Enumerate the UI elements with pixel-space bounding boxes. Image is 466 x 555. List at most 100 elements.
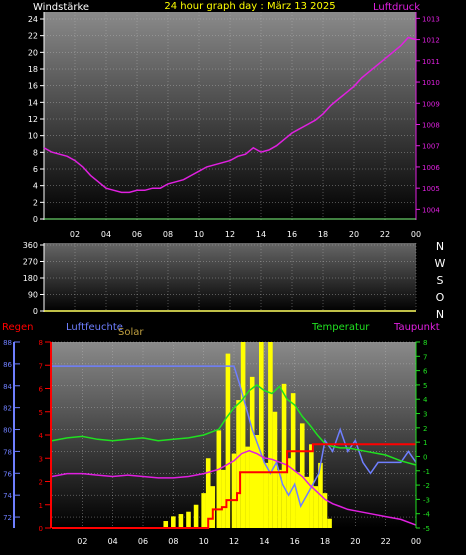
temperature-y-tick-label: 4	[423, 396, 428, 404]
solar-label: Solar	[118, 327, 144, 338]
direction-y-tick-label: 0	[33, 307, 38, 316]
humidity-y-tick-label: 82	[3, 405, 12, 413]
x-tick-label: 08	[168, 537, 178, 546]
x-tick-label: 14	[256, 230, 266, 239]
x-tick-label: 16	[290, 537, 300, 546]
solar-bar	[268, 342, 273, 528]
x-tick-label: 02	[77, 537, 87, 546]
wind-y-tick-label: 22	[28, 32, 38, 41]
multi-series-panel: 727476788082848688012345678-5-4-3-2-1012…	[3, 339, 430, 546]
direction-panel-background	[44, 243, 416, 312]
wind-panel-background	[44, 12, 416, 220]
temperature-y-tick-label: -2	[423, 482, 430, 490]
wind-y-tick-label: 10	[28, 132, 38, 141]
wind-y-tick-label: 12	[28, 115, 38, 124]
solar-bar	[178, 514, 184, 528]
dewpoint-label: Taupunkt	[393, 322, 440, 333]
x-tick-label: 04	[108, 537, 118, 546]
pressure-y-tick-label: 1007	[422, 143, 440, 151]
pressure-header-label: Luftdruck	[373, 2, 420, 13]
x-tick-label: 08	[163, 230, 173, 239]
solar-bar	[240, 342, 246, 528]
solar-bar	[163, 521, 169, 528]
humidity-y-tick-label: 72	[3, 514, 12, 522]
solar-bar	[186, 511, 191, 528]
humidity-label: Luftfeuchte	[66, 322, 123, 333]
x-tick-label: 06	[138, 537, 148, 546]
temperature-series-line	[51, 383, 417, 466]
direction-y-tick-label: 360	[23, 241, 38, 250]
solar-bar	[322, 493, 328, 528]
wind-y-tick-label: 20	[28, 48, 38, 57]
x-tick-label: 22	[381, 537, 391, 546]
humidity-y-tick-label: 76	[3, 470, 12, 478]
wind-y-tick-label: 8	[33, 148, 38, 157]
compass-letter: S	[437, 274, 444, 287]
solar-bar	[216, 430, 222, 528]
humidity-y-tick-label: 88	[3, 339, 12, 347]
solar-bar	[327, 518, 332, 528]
solar-bar	[231, 453, 237, 528]
pressure-y-tick-label: 1012	[422, 37, 440, 45]
rain-y-tick-label: 5	[39, 409, 43, 417]
wind-y-tick-label: 16	[28, 82, 38, 91]
direction-y-tick-label: 270	[23, 258, 38, 267]
wind-y-tick-label: 18	[28, 65, 38, 74]
pressure-y-tick-label: 1013	[422, 15, 440, 23]
solar-bar	[263, 462, 269, 528]
wind-y-tick-label: 0	[33, 215, 38, 224]
x-tick-label: 18	[320, 537, 330, 546]
x-tick-label: 20	[349, 230, 359, 239]
x-tick-label: 00	[411, 230, 421, 239]
temperature-y-tick-label: 3	[423, 411, 427, 419]
solar-bar	[225, 353, 231, 528]
temperature-y-tick-label: 5	[423, 382, 427, 390]
temperature-y-tick-label: -3	[423, 496, 430, 504]
temperature-y-tick-label: -1	[423, 468, 430, 476]
temperature-y-tick-label: 7	[423, 353, 427, 361]
solar-bar	[277, 469, 282, 528]
x-tick-label: 20	[350, 537, 360, 546]
temperature-y-tick-label: 1	[423, 439, 427, 447]
solar-bar	[290, 393, 296, 528]
wind-pressure-panel: 0246810121416182022241004100510061007100…	[28, 12, 440, 239]
compass-letter: N	[436, 240, 444, 253]
pressure-y-tick-label: 1008	[422, 121, 440, 129]
x-tick-label: 06	[132, 230, 142, 239]
humidity-y-tick-label: 80	[3, 427, 12, 435]
solar-bar	[205, 458, 211, 528]
temperature-label: Temperatur	[311, 322, 370, 333]
x-tick-label: 22	[380, 230, 390, 239]
x-tick-label: 04	[101, 230, 111, 239]
solar-bar	[295, 472, 300, 528]
solar-bar	[259, 342, 264, 528]
solar-bar	[201, 493, 206, 528]
x-tick-label: 00	[411, 537, 421, 546]
humidity-y-tick-label: 74	[3, 492, 12, 500]
rain-y-tick-label: 1	[39, 502, 43, 510]
compass-letter: N	[436, 308, 444, 321]
rain-y-tick-label: 8	[39, 339, 43, 347]
solar-bar	[210, 486, 216, 528]
x-tick-label: 02	[70, 230, 80, 239]
rain-y-tick-label: 6	[39, 386, 44, 394]
x-tick-label: 10	[194, 230, 204, 239]
solar-bar	[254, 435, 260, 528]
wind-y-tick-label: 2	[33, 198, 38, 207]
pressure-y-tick-label: 1006	[422, 164, 440, 172]
temperature-y-tick-label: -4	[423, 511, 431, 519]
wind-y-tick-label: 14	[28, 98, 38, 107]
x-tick-label: 14	[259, 537, 269, 546]
humidity-y-tick-label: 78	[3, 448, 12, 456]
wind-y-tick-label: 6	[33, 165, 38, 174]
multi-panel-grid	[52, 341, 417, 528]
compass-letter: O	[436, 291, 445, 304]
solar-bar	[221, 469, 226, 528]
chart-title: 24 hour graph day : März 13 2025	[164, 1, 335, 12]
compass-letter: W	[435, 257, 446, 270]
x-tick-label: 18	[318, 230, 328, 239]
x-tick-label: 12	[225, 230, 235, 239]
pressure-y-tick-label: 1010	[422, 79, 440, 87]
